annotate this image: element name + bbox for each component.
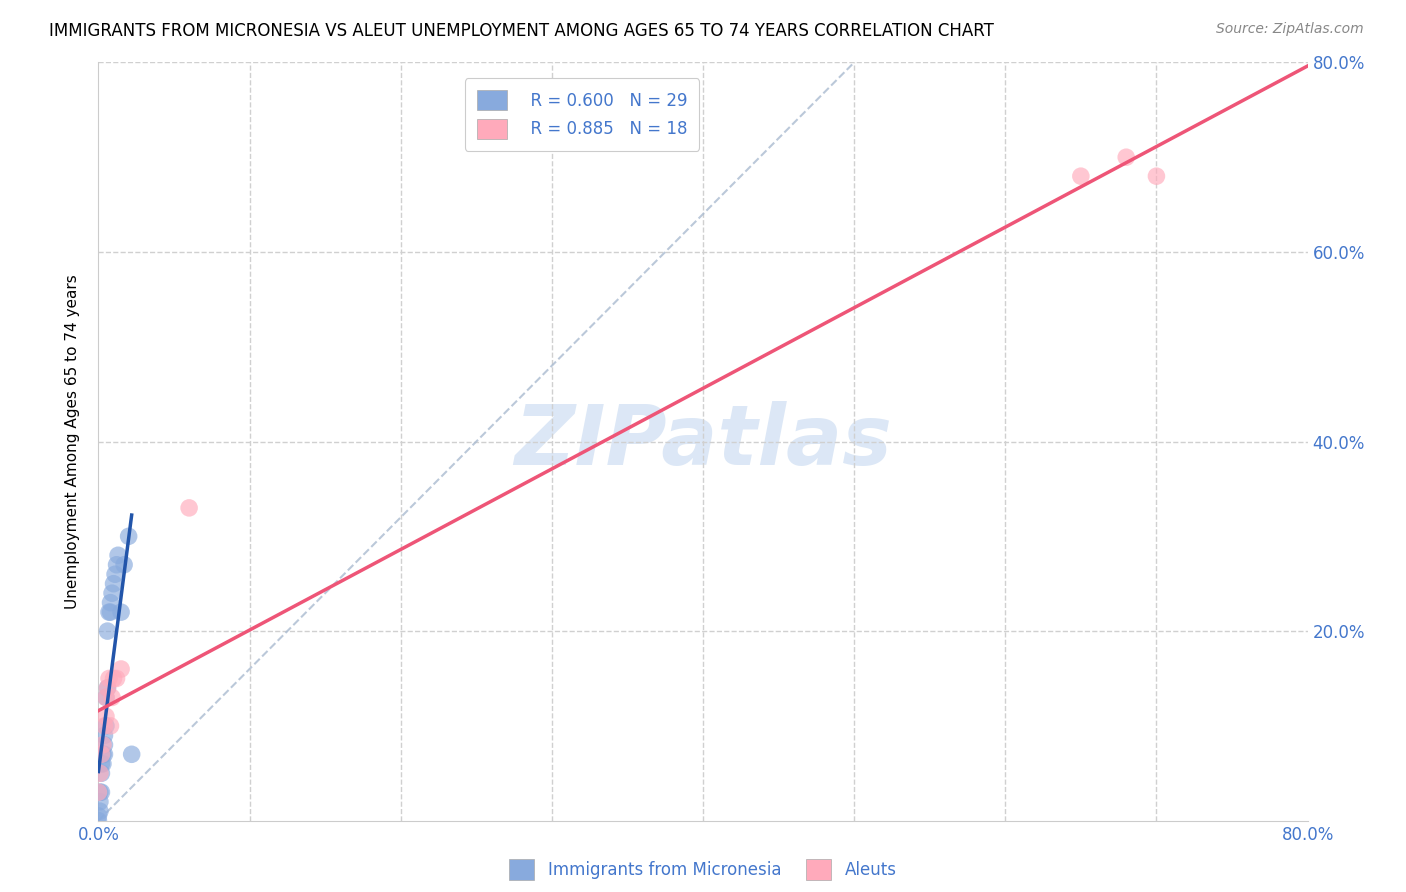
Point (91, 747, 114, 762)
Point (94, 690, 117, 705)
Point (89, 804, 111, 818)
Point (87, 809, 110, 823)
Point (110, 605, 132, 619)
Point (87, 785, 110, 799)
Text: IMMIGRANTS FROM MICRONESIA VS ALEUT UNEMPLOYMENT AMONG AGES 65 TO 74 YEARS CORRE: IMMIGRANTS FROM MICRONESIA VS ALEUT UNEM… (49, 22, 994, 40)
Point (100, 596, 122, 610)
Point (101, 586, 124, 600)
Point (90, 756, 112, 771)
Point (105, 558, 128, 572)
Text: Source: ZipAtlas.com: Source: ZipAtlas.com (1216, 22, 1364, 37)
Point (1144, 169, 1167, 184)
Point (89, 766, 111, 780)
Point (118, 529, 141, 543)
Point (98, 672, 121, 686)
Point (93, 728, 115, 742)
Point (1070, 169, 1092, 184)
Point (100, 719, 122, 733)
Point (91, 756, 114, 771)
Point (94, 690, 117, 705)
Text: ZIPatlas: ZIPatlas (515, 401, 891, 482)
Point (89, 785, 111, 799)
Point (96, 681, 118, 695)
Point (98, 605, 121, 619)
Point (94, 719, 117, 733)
Point (90, 747, 112, 762)
Point (90, 785, 112, 799)
Point (179, 500, 201, 515)
Point (87, 814, 110, 828)
Y-axis label: Unemployment Among Ages 65 to 74 years: Unemployment Among Ages 65 to 74 years (65, 274, 80, 609)
Point (1115, 150, 1137, 164)
Point (107, 548, 129, 563)
Point (96, 681, 118, 695)
Point (90, 766, 112, 780)
Point (89, 795, 111, 809)
Point (100, 605, 122, 619)
Point (93, 719, 115, 733)
Point (110, 662, 132, 676)
Point (94, 709, 117, 723)
Point (103, 672, 125, 686)
Point (96, 624, 118, 639)
Point (91, 738, 114, 752)
Legend: Immigrants from Micronesia, Aleuts: Immigrants from Micronesia, Aleuts (501, 851, 905, 888)
Point (103, 576, 125, 591)
Point (93, 738, 115, 752)
Point (101, 690, 124, 705)
Point (112, 558, 135, 572)
Point (105, 672, 128, 686)
Point (121, 747, 143, 762)
Point (93, 747, 115, 762)
Point (104, 567, 127, 582)
